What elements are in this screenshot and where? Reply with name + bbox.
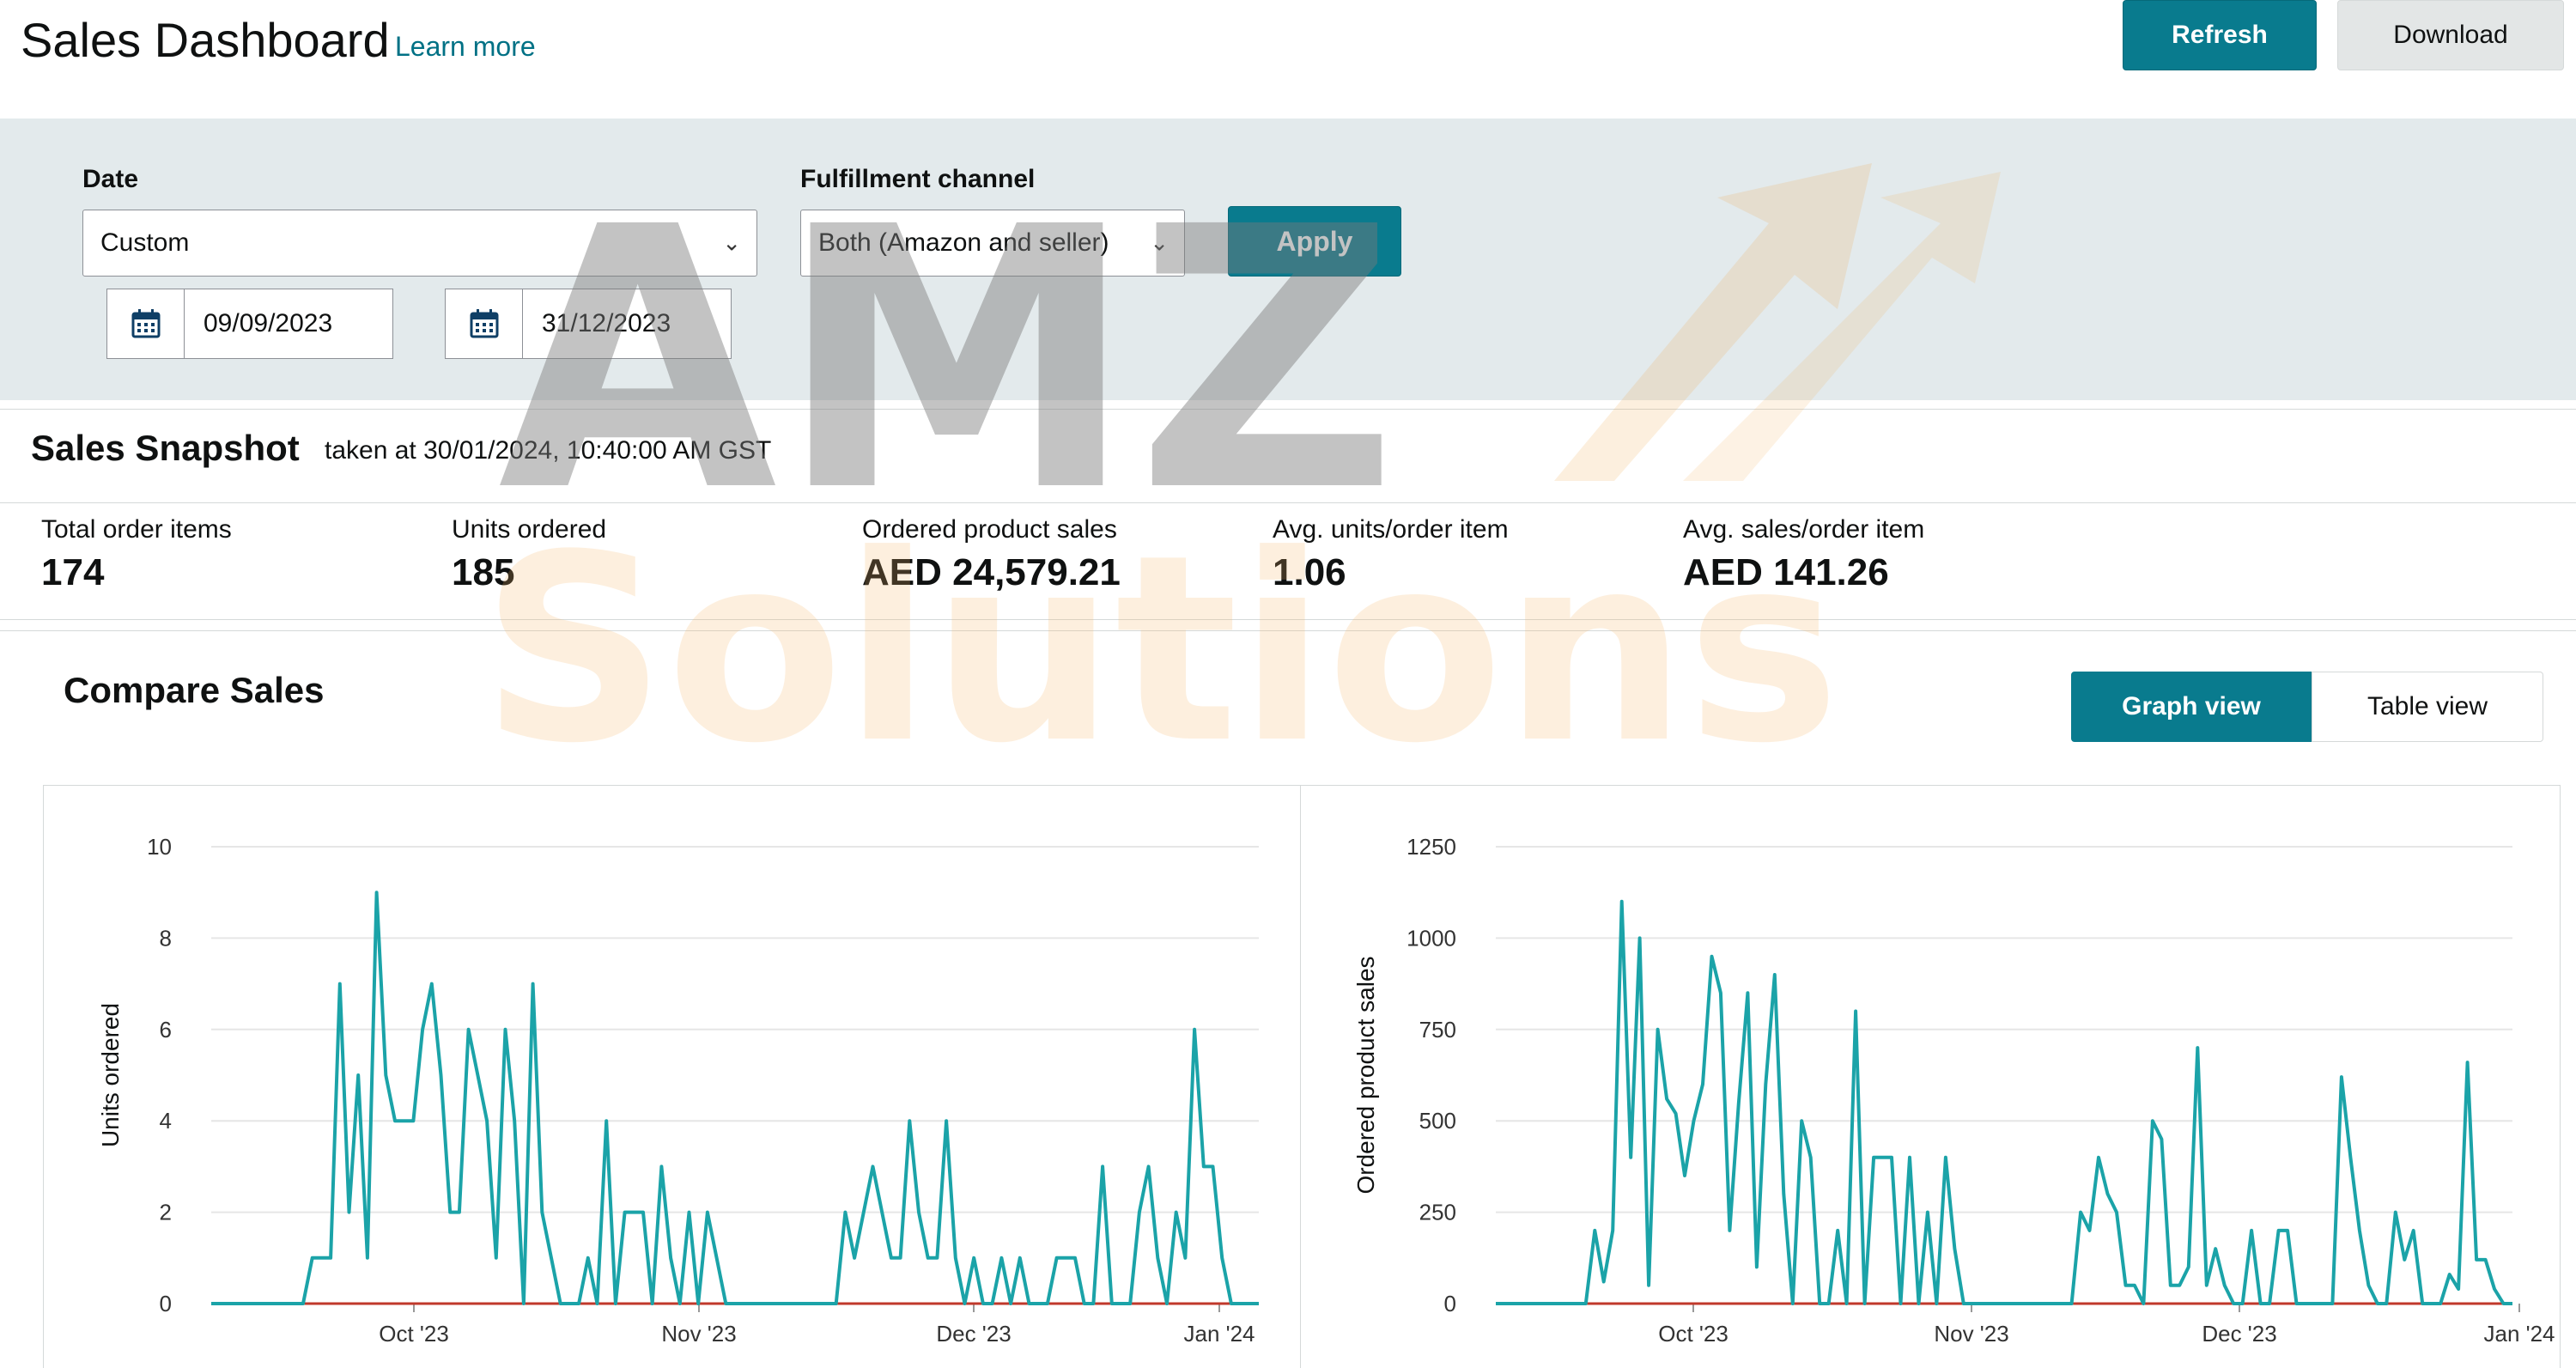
end-date-value: 31/12/2023: [542, 309, 671, 337]
y-axis-title: Ordered product sales: [1352, 956, 1379, 1194]
y-tick-label: 1250: [1406, 834, 1456, 860]
y-tick-label: 0: [160, 1291, 172, 1316]
y-tick-label: 6: [160, 1017, 172, 1043]
series-line: [211, 891, 1259, 1305]
calendar-icon[interactable]: [107, 289, 185, 358]
download-button[interactable]: Download: [2337, 0, 2564, 70]
y-tick-label: 2: [160, 1200, 172, 1225]
metric-label: Units ordered: [452, 515, 607, 544]
metrics-row: [0, 503, 2576, 620]
chevron-down-icon: ⌄: [722, 229, 741, 256]
metric-avg-sales-per-order-item: Avg. sales/order item AED 141.26: [1683, 515, 1924, 594]
y-tick-label: 10: [147, 834, 172, 860]
x-tick-label: Nov '23: [661, 1321, 736, 1347]
metric-value: AED 24,579.21: [862, 551, 1121, 593]
date-range-value: Custom: [100, 228, 190, 257]
graph-view-tab[interactable]: Graph view: [2071, 672, 2312, 742]
x-tick-label: Dec '23: [2202, 1321, 2276, 1347]
y-tick-label: 250: [1419, 1200, 1456, 1225]
sales-snapshot-title: Sales Snapshot: [31, 428, 300, 468]
refresh-button[interactable]: Refresh: [2123, 0, 2317, 70]
compare-sales-title: Compare Sales: [64, 670, 325, 710]
chart-divider: [1300, 785, 1301, 1368]
date-label: Date: [82, 165, 139, 193]
x-tick-label: Jan '24: [1183, 1321, 1255, 1347]
start-date-value: 09/09/2023: [204, 309, 333, 337]
charts-container: [43, 785, 2561, 1368]
calendar-icon[interactable]: [446, 289, 523, 358]
metric-units-ordered: Units ordered 185: [452, 515, 606, 594]
fulfillment-channel-select[interactable]: Both (Amazon and seller) ⌄: [800, 210, 1185, 277]
metric-value: 185: [452, 551, 515, 593]
metric-label: Avg. sales/order item: [1683, 515, 1925, 544]
chevron-down-icon: ⌄: [1150, 229, 1169, 256]
start-date-input[interactable]: 09/09/2023: [106, 289, 393, 359]
x-tick-label: Jan '24: [2483, 1321, 2555, 1347]
x-tick-label: Oct '23: [1658, 1321, 1728, 1347]
table-view-tab[interactable]: Table view: [2312, 672, 2543, 742]
metric-avg-units-per-order-item: Avg. units/order item 1.06: [1273, 515, 1509, 594]
metric-label: Total order items: [41, 515, 232, 544]
y-tick-label: 8: [160, 925, 172, 951]
y-tick-label: 750: [1419, 1017, 1456, 1043]
end-date-input[interactable]: 31/12/2023: [445, 289, 732, 359]
metric-label: Ordered product sales: [862, 515, 1117, 544]
x-tick-label: Oct '23: [379, 1321, 449, 1347]
learn-more-link[interactable]: Learn more: [395, 31, 536, 62]
y-tick-label: 500: [1419, 1108, 1456, 1134]
metric-value: AED 141.26: [1683, 551, 1889, 593]
x-tick-label: Nov '23: [1934, 1321, 2008, 1347]
y-axis-title: Units ordered: [97, 1003, 124, 1147]
date-range-select[interactable]: Custom ⌄: [82, 210, 757, 277]
apply-button[interactable]: Apply: [1228, 206, 1401, 277]
metric-ordered-product-sales: Ordered product sales AED 24,579.21: [862, 515, 1121, 594]
y-tick-label: 0: [1444, 1291, 1456, 1316]
series-line: [1496, 899, 2512, 1305]
y-tick-label: 4: [160, 1108, 172, 1134]
page-title: Sales Dashboard: [21, 13, 390, 67]
y-tick-label: 1000: [1406, 925, 1456, 951]
snapshot-timestamp: taken at 30/01/2024, 10:40:00 AM GST: [325, 436, 772, 465]
metric-value: 174: [41, 551, 105, 593]
metric-value: 1.06: [1273, 551, 1346, 593]
metric-label: Avg. units/order item: [1273, 515, 1509, 544]
fulfillment-channel-label: Fulfillment channel: [800, 165, 1036, 193]
fulfillment-channel-value: Both (Amazon and seller): [818, 228, 1109, 257]
x-tick-label: Dec '23: [936, 1321, 1011, 1347]
sales-snapshot-header: [0, 409, 2576, 503]
metric-total-order-items: Total order items 174: [41, 515, 232, 594]
